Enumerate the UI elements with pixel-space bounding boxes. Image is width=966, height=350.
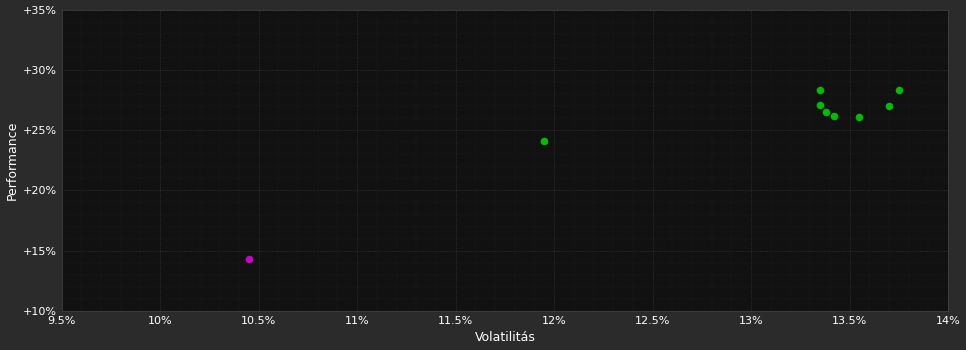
Point — [812, 102, 828, 107]
Point — [852, 114, 867, 120]
X-axis label: Volatilitás: Volatilitás — [474, 331, 535, 344]
Point — [818, 109, 834, 115]
Y-axis label: Performance: Performance — [6, 121, 18, 200]
Point — [242, 256, 257, 262]
Point — [891, 88, 906, 93]
Point — [812, 88, 828, 93]
Point — [536, 138, 552, 144]
Point — [826, 113, 841, 118]
Point — [881, 103, 896, 109]
